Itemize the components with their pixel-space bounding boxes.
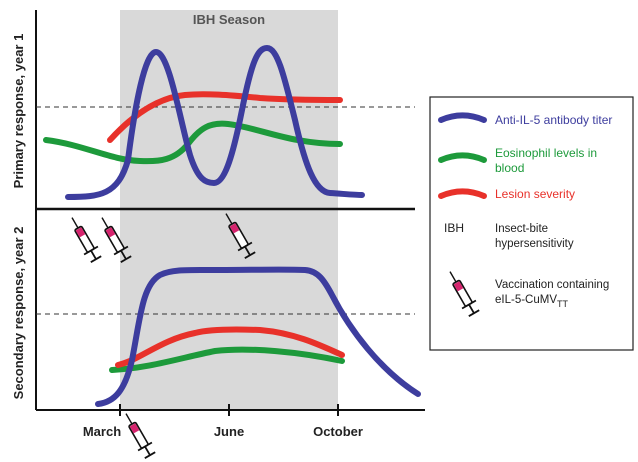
legend-swatch-lesion (438, 188, 487, 199)
legend-item-ibh: IBH Insect-bite hypersensitivity (444, 221, 574, 250)
legend-label-eosinophil-line1: Eosinophil levels in (495, 146, 597, 160)
month-label-october: October (313, 424, 363, 439)
year1-lesion-curve (107, 91, 343, 143)
legend-label-antibody: Anti-IL-5 antibody titer (495, 113, 612, 127)
legend-abbrev-line1: Insect-bite (495, 223, 548, 235)
legend-item-lesion: Lesion severity (438, 187, 575, 201)
legend-swatch-eosinophil (438, 152, 487, 163)
year2-antibody-curve (95, 266, 421, 407)
month-label-march: March (83, 424, 121, 439)
year2-eosinophil-curve (109, 346, 345, 373)
legend-abbrev-line2: hypersensitivity (495, 238, 574, 250)
legend-label-lesion: Lesion severity (495, 187, 575, 201)
year1-antibody-curve (65, 44, 365, 200)
legend-vaccine-line2: eIL-5-CuMVTT (495, 294, 568, 309)
vaccination-syringe-icon (118, 408, 158, 461)
legend-abbrev-ibh: IBH (444, 221, 464, 235)
legend-vaccine-line1: Vaccination containing (495, 279, 609, 291)
legend-item-vaccination: Vaccination containing eIL-5-CuMVTT (442, 266, 609, 319)
legend-item-eosinophil: Eosinophil levels in blood (438, 146, 597, 175)
legend-item-antibody: Anti-IL-5 antibody titer (438, 112, 612, 127)
legend-vaccine-subscript: TT (557, 299, 568, 309)
vaccination-syringe-icon (64, 212, 104, 265)
month-label-june: June (214, 424, 244, 439)
year2-lesion-curve (115, 326, 345, 368)
legend-vaccine-name: eIL-5-CuMV (495, 294, 557, 306)
year1-axis-label: Primary response, year 1 (11, 34, 26, 189)
year2-axis-label: Secondary response, year 2 (11, 227, 26, 400)
legend-swatch-antibody (438, 112, 487, 123)
legend-label-eosinophil-line2: blood (495, 161, 524, 175)
season-label: IBH Season (193, 12, 265, 27)
